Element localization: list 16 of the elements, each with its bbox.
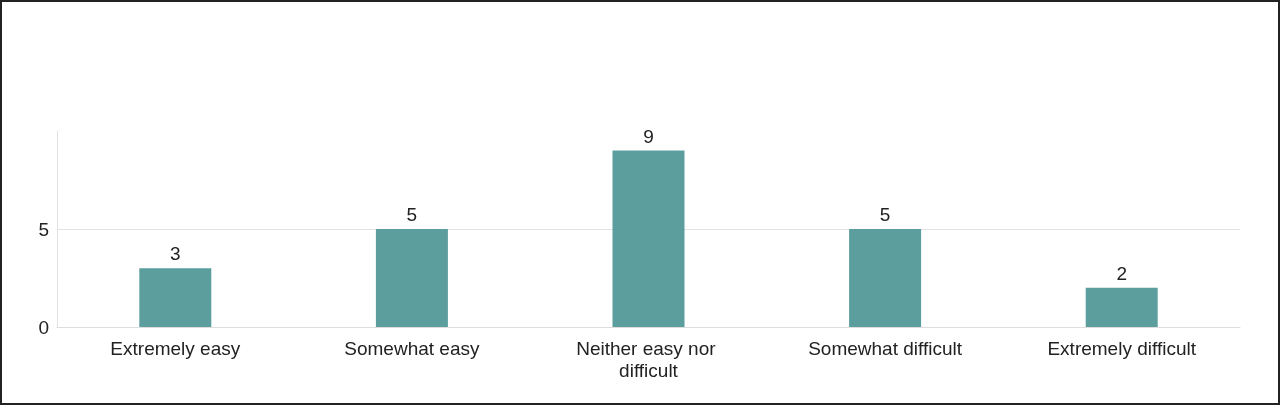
data-label: 5 (406, 204, 418, 225)
x-tick-label: Extremely difficult (1047, 337, 1197, 359)
bar (139, 268, 212, 327)
bar (849, 229, 922, 327)
data-label: 5 (879, 204, 891, 225)
bar (375, 229, 448, 327)
data-label: 2 (1116, 262, 1127, 284)
x-tick-label: Extremely easy (110, 337, 241, 359)
x-tick-label: Neither easy nor difficult (576, 337, 721, 381)
bar (1085, 287, 1158, 327)
data-label: 3 (170, 243, 181, 265)
data-label: 9 (643, 125, 654, 147)
x-tick-label: Somewhat easy (344, 337, 480, 359)
x-tick-label: Somewhat difficult (808, 337, 963, 359)
bar (612, 150, 685, 327)
y-tick-label: 0 (38, 316, 49, 338)
